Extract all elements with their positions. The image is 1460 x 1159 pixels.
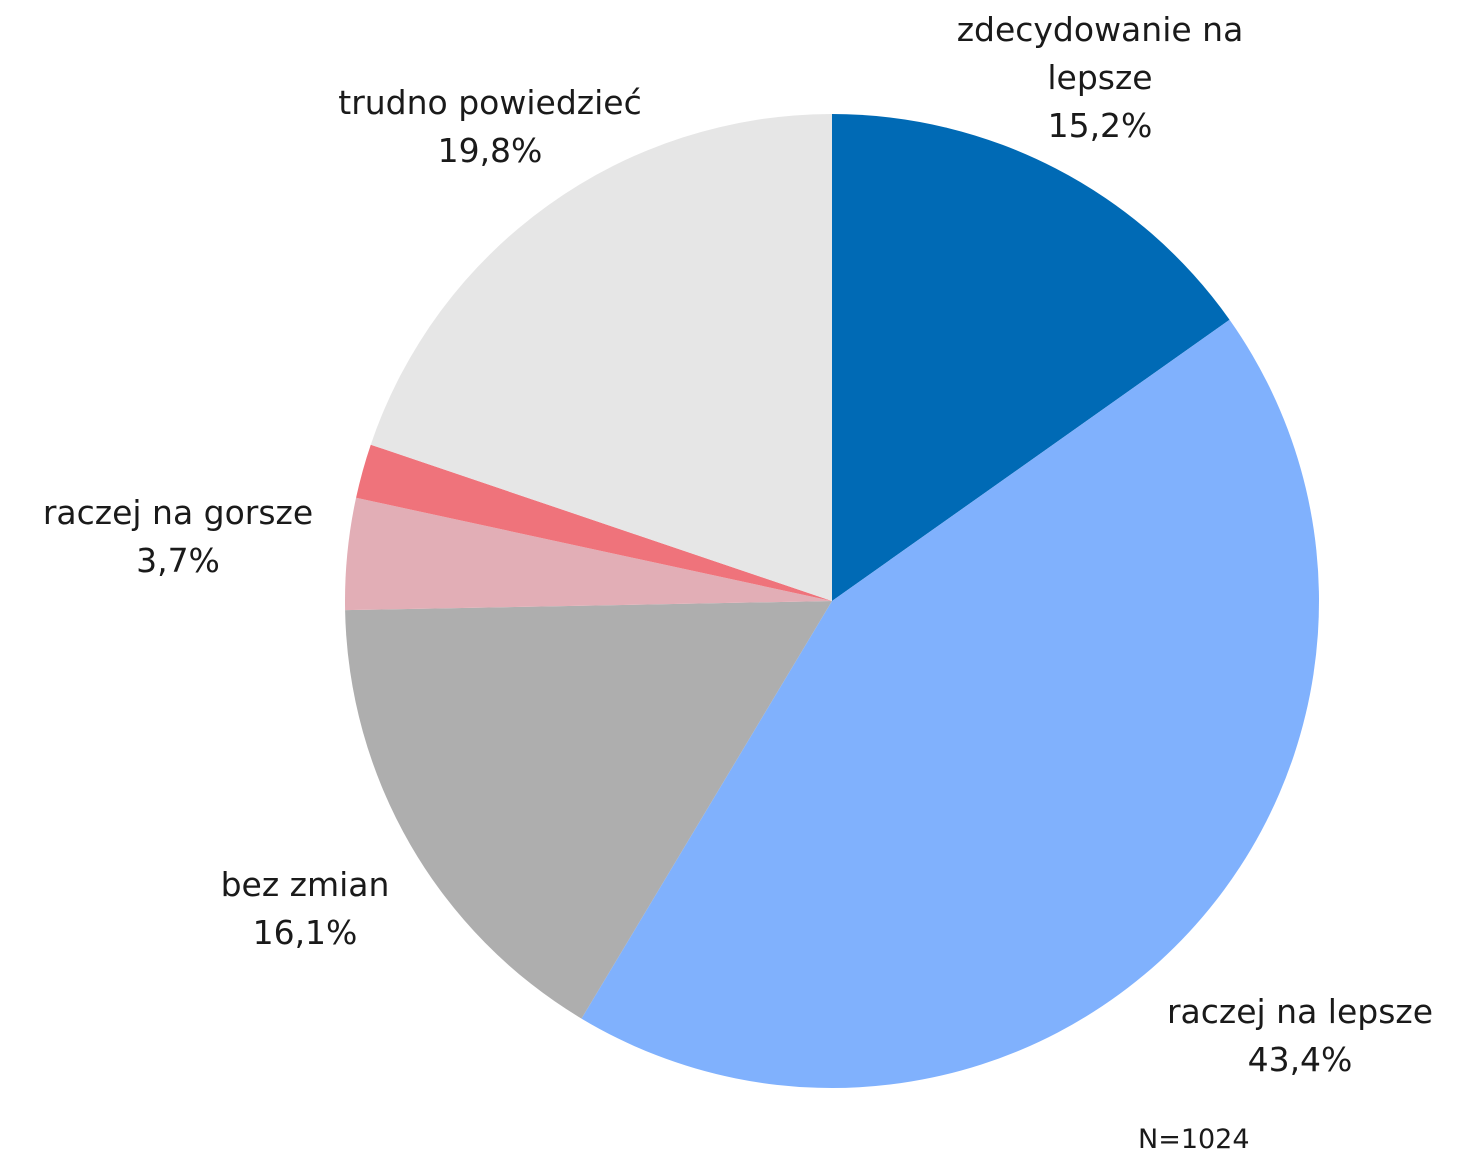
category-label: zdecydowanie na lepsze [956, 10, 1244, 97]
pie-slice [345, 497, 832, 611]
category-label: raczej na lepsze [1166, 992, 1434, 1031]
sample-note: N=1024 [1138, 1124, 1250, 1155]
pie-slice [345, 601, 832, 1019]
slice-label: bez zmian 16,1% [155, 861, 455, 957]
value-label: 15,2% [1047, 106, 1153, 145]
pie-slice [356, 444, 832, 601]
value-label: 3,7% [136, 541, 220, 580]
pie-slice [370, 114, 832, 601]
slice-label: raczej na gorsze 3,7% [8, 489, 348, 585]
slice-label: trudno powiedzieć 19,8% [280, 79, 700, 175]
value-label: 19,8% [437, 131, 543, 170]
category-label: bez zmian [220, 865, 390, 904]
pie-slice [581, 319, 1320, 1089]
pie-slice [832, 114, 1230, 601]
value-label: 43,4% [1247, 1040, 1353, 1079]
slice-label: zdecydowanie na lepsze 15,2% [950, 6, 1250, 150]
value-label: 16,1% [252, 913, 358, 952]
slice-label: raczej na lepsze 43,4% [1130, 988, 1460, 1084]
category-label: trudno powiedzieć [338, 83, 642, 122]
category-label: raczej na gorsze [42, 493, 314, 532]
